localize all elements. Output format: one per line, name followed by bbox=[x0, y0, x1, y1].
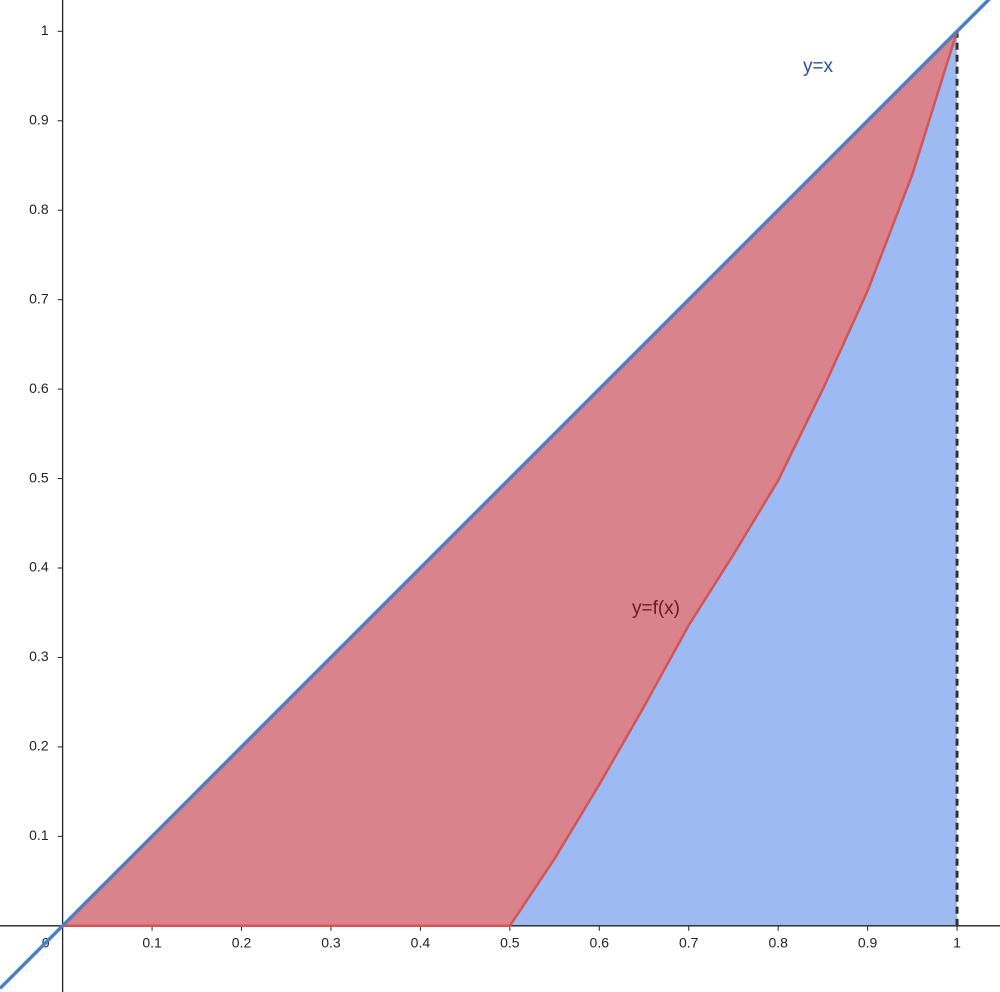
y-tick-label: 0.9 bbox=[29, 111, 49, 127]
x-tick-label: 0.4 bbox=[411, 935, 431, 951]
area-under bbox=[509, 31, 958, 926]
x-tick-label: 1 bbox=[953, 935, 961, 951]
y-tick-label: 0.2 bbox=[29, 738, 49, 754]
y-tick-label: 0.4 bbox=[29, 559, 49, 575]
x-tick-label: 0.3 bbox=[321, 935, 341, 951]
x-tick-label: 0.8 bbox=[768, 935, 788, 951]
line bbox=[62, 30, 959, 928]
series-label: y=f(x) bbox=[632, 598, 680, 619]
series-label: y=x bbox=[803, 56, 834, 77]
x-tick-label: 0.9 bbox=[858, 935, 878, 951]
y-tick-label: 1 bbox=[41, 22, 49, 38]
y-tick-label: 0.5 bbox=[29, 469, 49, 485]
x-tick-label: 0.6 bbox=[590, 935, 610, 951]
x-tick-label: 0.5 bbox=[500, 935, 520, 951]
y-tick-label: 0.8 bbox=[29, 201, 49, 217]
y-tick-label: 0.7 bbox=[29, 290, 49, 306]
y-tick-label: 0.1 bbox=[29, 827, 49, 843]
x-tick-label: 0.7 bbox=[679, 935, 699, 951]
y-tick-label: 0.3 bbox=[29, 648, 49, 664]
x-tick-label: 0.2 bbox=[232, 935, 252, 951]
y-tick-label: 0.6 bbox=[29, 380, 49, 396]
x-tick-label: 0.1 bbox=[142, 935, 162, 951]
